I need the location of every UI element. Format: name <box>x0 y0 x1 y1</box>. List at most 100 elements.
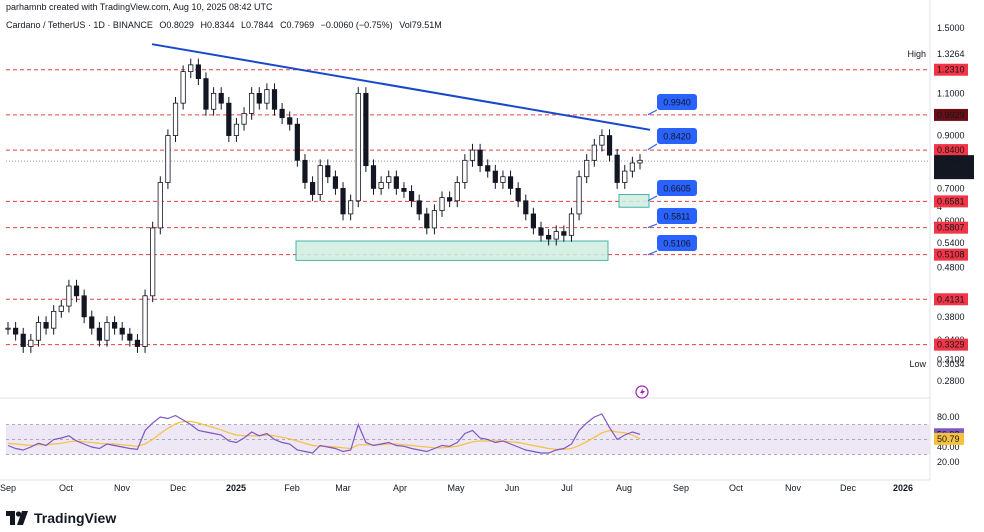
candle-body <box>378 182 384 189</box>
candle-body <box>127 333 133 341</box>
candle-body <box>477 149 483 167</box>
candle-body <box>287 117 293 125</box>
candle-body <box>614 154 620 183</box>
rsi-axis-tick: 20.00 <box>937 457 960 467</box>
candle-body <box>13 327 19 335</box>
candle-body <box>523 200 529 215</box>
candle-body <box>180 71 186 104</box>
price-axis-tick: 0.6000 <box>937 216 965 226</box>
callout-box[interactable] <box>657 235 697 251</box>
candle-body <box>279 108 285 119</box>
callout-pointer <box>647 223 658 229</box>
callout-box[interactable] <box>657 180 697 196</box>
callout-pointer <box>647 109 658 116</box>
price-axis-tick: 0.2800 <box>937 376 965 386</box>
level-price-badge <box>934 293 968 306</box>
high-label: High <box>907 49 926 59</box>
candle-body <box>249 92 255 114</box>
candle-body <box>515 188 521 202</box>
lightning-event-icon[interactable] <box>635 385 649 399</box>
level-price-badge <box>934 108 968 121</box>
candle-body <box>606 135 613 156</box>
ohlc-high: H0.8344 <box>200 20 235 30</box>
candle-body <box>507 176 514 189</box>
candle-body <box>157 182 163 229</box>
callout-label: 0.5811 <box>664 212 691 222</box>
high-value: 1.3264 <box>937 49 965 59</box>
callout-box[interactable] <box>657 128 697 144</box>
candle-body <box>637 159 643 164</box>
high-value-box <box>934 48 968 61</box>
candle-body <box>96 327 102 341</box>
candle-body <box>469 149 476 161</box>
level-price-badge <box>934 63 968 76</box>
volume-value: Vol79.51M <box>399 20 442 30</box>
time-axis-tick: Oct <box>729 483 744 493</box>
time-axis-tick: Sep <box>0 483 16 493</box>
callout-label: 0.5106 <box>663 239 691 249</box>
time-axis-tick: 2026 <box>893 483 913 493</box>
candle-body <box>485 165 491 172</box>
time-axis-tick: Dec <box>840 483 857 493</box>
level-price-label: 0.5108 <box>937 250 965 260</box>
candle-body <box>500 176 506 183</box>
candle-body <box>89 316 95 329</box>
candle-body <box>142 295 148 347</box>
candle-body <box>58 305 64 312</box>
price-axis-tick: 1.5000 <box>937 23 965 33</box>
candle-body <box>81 295 87 318</box>
price-axis-tick: 0.5400 <box>937 238 965 248</box>
candle-body <box>134 339 141 347</box>
candle-body <box>317 165 323 195</box>
candle-body <box>188 64 194 73</box>
candle-body <box>546 234 552 240</box>
rsi-axis-tick-partial: 40.00 <box>937 442 960 452</box>
time-axis-tick: Jun <box>505 483 520 493</box>
candle-body <box>408 191 415 202</box>
rsi-line[interactable] <box>7 413 641 454</box>
candle-body <box>462 159 468 183</box>
candle-body <box>203 78 209 110</box>
price-axis-tick: 0.3800 <box>937 312 965 322</box>
time-axis-tick: May <box>447 483 465 493</box>
callout-label: 0.6605 <box>663 184 691 194</box>
candle-body <box>416 200 422 215</box>
time-axis-tick: Nov <box>114 483 131 493</box>
time-axis-tick: Sep <box>673 483 689 493</box>
current-price-badge <box>934 155 974 180</box>
time-axis-tick: Jul <box>561 483 573 493</box>
callout-pointer <box>647 195 658 202</box>
candle-body <box>35 322 42 341</box>
descending-trendline[interactable] <box>151 43 651 131</box>
ohlc-low: L0.7844 <box>241 20 274 30</box>
candle-body <box>622 170 628 183</box>
candle-body <box>629 162 635 172</box>
level-price-badge <box>934 221 968 234</box>
candle-body <box>5 327 11 330</box>
rsi-ma-value-badge <box>934 432 964 445</box>
candle-body <box>439 197 445 211</box>
retest-zone-box[interactable] <box>618 193 650 208</box>
tradingview-logo-icon <box>6 511 28 525</box>
candle-body <box>51 310 57 329</box>
candle-body <box>210 92 217 110</box>
candle-body <box>172 102 179 136</box>
current-price-label: 0.7969 <box>937 156 965 166</box>
callout-box[interactable] <box>657 94 697 110</box>
candle-body <box>363 92 369 167</box>
bar-countdown: 15:17:56 <box>937 168 972 178</box>
tradingview-logo[interactable]: TradingView <box>6 510 116 526</box>
callout-box[interactable] <box>657 208 697 224</box>
candle-body <box>241 113 247 125</box>
level-price-label: 1.2310 <box>937 65 965 75</box>
support-zone-box[interactable] <box>295 240 609 261</box>
symbol-ohlc-legend: Cardano / TetherUS · 1D · BINANCE O0.802… <box>6 20 446 30</box>
candle-body <box>112 322 118 329</box>
symbol-name[interactable]: Cardano / TetherUS · 1D · BINANCE <box>6 20 153 30</box>
price-axis-tick: 0.7000 <box>937 183 965 193</box>
level-price-label: 0.9929 <box>937 110 965 120</box>
logo-text: TradingView <box>34 510 117 526</box>
candle-body <box>309 182 316 195</box>
candle-body <box>195 64 201 80</box>
